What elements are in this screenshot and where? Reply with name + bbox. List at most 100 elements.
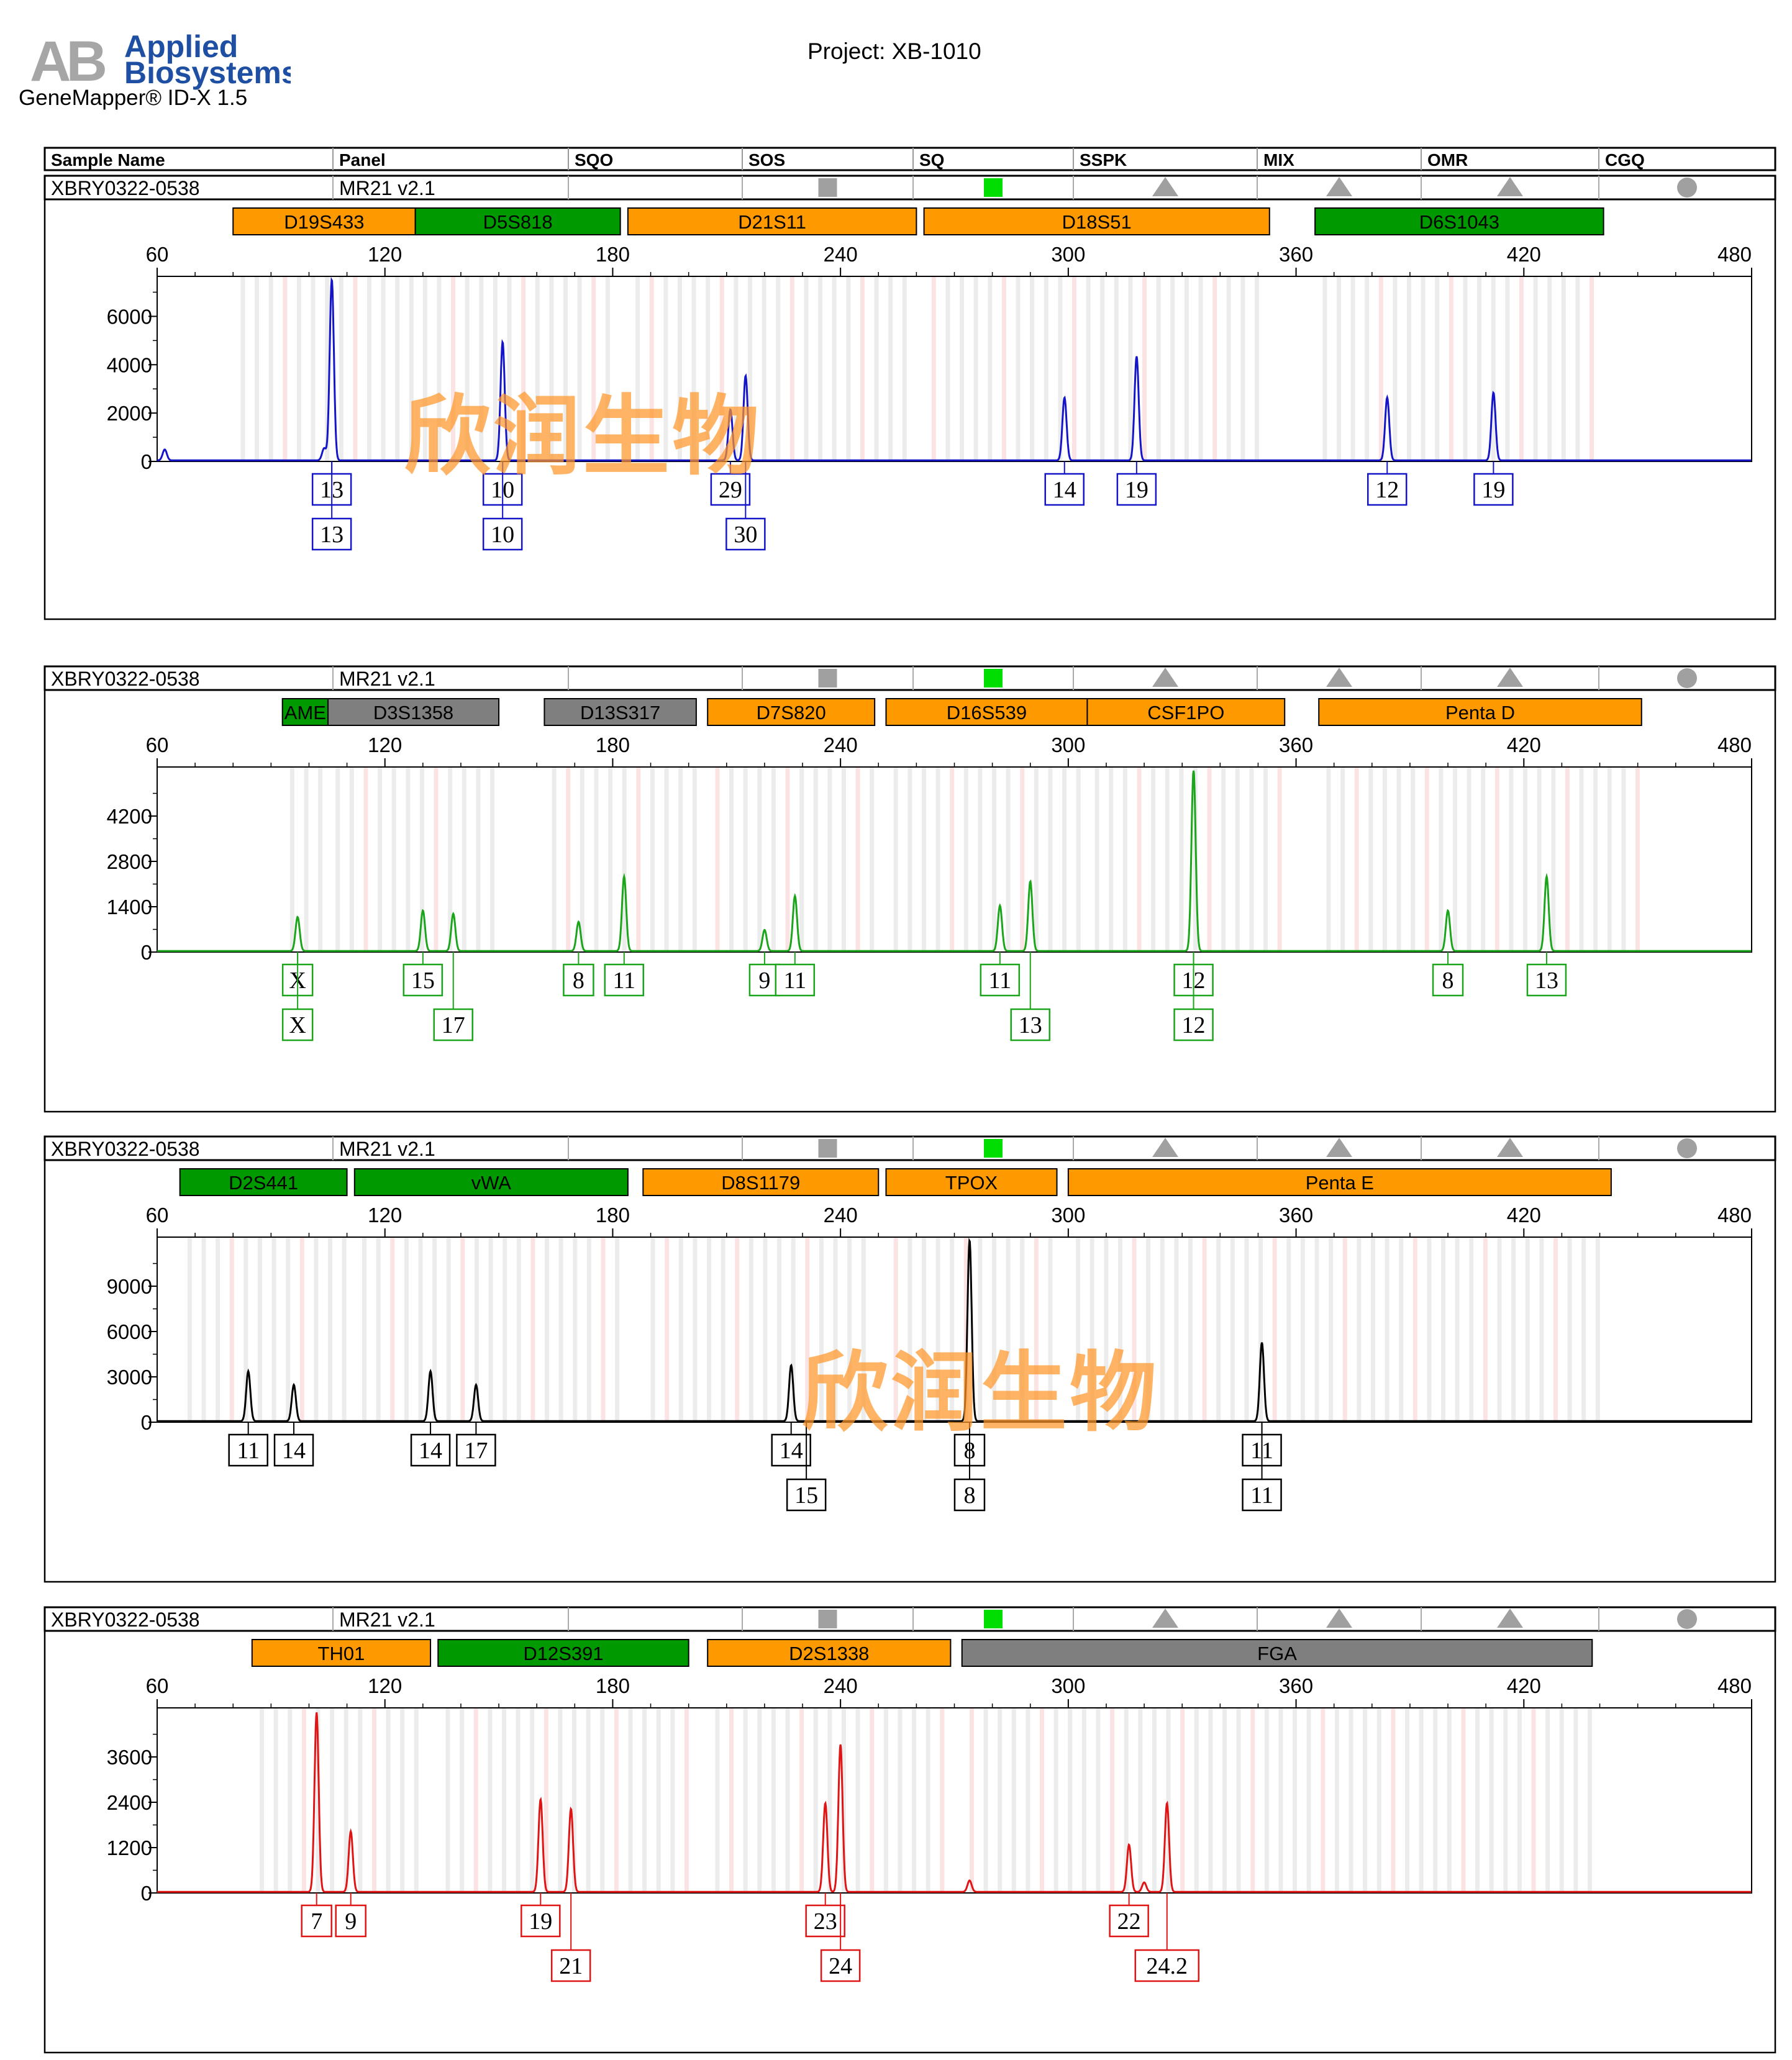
allele-bin	[260, 1708, 265, 1893]
allele-call-box	[550, 1949, 591, 1982]
allele-bin	[1537, 767, 1542, 952]
allele-bin	[437, 276, 442, 461]
allele-bin	[855, 1708, 860, 1893]
allele-bin	[992, 1237, 997, 1422]
allele-bin	[1188, 1237, 1193, 1422]
allele-bin	[1565, 767, 1570, 952]
allele-bin	[1573, 1708, 1578, 1893]
x-tick-label: 240	[824, 243, 858, 266]
allele-bin	[286, 1237, 291, 1422]
allele-bin	[1336, 276, 1341, 461]
marker-d3s1358	[327, 698, 500, 726]
allele-call-box	[1010, 1008, 1050, 1041]
dye-panel-blue: XBRY0322-0538 MR21 v2.1 D19S433 D5S818 D21S1…	[43, 175, 1776, 620]
marker-d18s51	[923, 207, 1270, 235]
allele-bin	[1081, 1708, 1086, 1893]
allele-bin	[684, 1708, 689, 1893]
allele-bin	[432, 1237, 437, 1422]
trace-line-green	[157, 770, 1752, 952]
allele-bin	[1503, 1708, 1508, 1893]
allele-bin	[1505, 276, 1510, 461]
allele-bin	[318, 767, 323, 952]
x-tick-label: 120	[368, 1204, 402, 1227]
allele-bin	[358, 1708, 363, 1893]
allele-bin	[349, 767, 354, 952]
allele-bin	[1407, 276, 1412, 461]
allele-bin	[1435, 276, 1440, 461]
allele-bin	[721, 1237, 725, 1422]
allele-bin	[1240, 276, 1245, 461]
allele-bin	[921, 767, 926, 952]
allele-bin	[719, 276, 724, 461]
allele-call-label: 21	[559, 1953, 583, 1979]
allele-bin	[1258, 1237, 1263, 1422]
marker-vwa	[353, 1168, 629, 1196]
allele-bin	[893, 1237, 898, 1422]
column-header-sq: SQ	[919, 150, 944, 170]
allele-bin	[1062, 767, 1067, 952]
y-tick-label: 9000	[107, 1275, 152, 1298]
allele-bin	[1020, 767, 1025, 952]
allele-call-box	[482, 517, 523, 551]
allele-bin	[572, 1708, 577, 1893]
allele-bin	[1382, 767, 1387, 952]
marker-tpox	[885, 1168, 1058, 1196]
allele-bin	[1137, 767, 1142, 952]
allele-bin	[1463, 276, 1468, 461]
allele-bin	[1547, 276, 1552, 461]
allele-bin	[860, 276, 865, 461]
allele-bin	[503, 1237, 507, 1422]
allele-call-box	[953, 1478, 986, 1512]
allele-bin	[1525, 1237, 1530, 1422]
quality-flag-sos	[818, 178, 837, 197]
allele-bin	[785, 767, 790, 952]
allele-bin	[404, 1237, 409, 1422]
column-header-sqo: SQO	[575, 150, 613, 170]
allele-bin	[1138, 1708, 1143, 1893]
allele-bin	[1511, 1237, 1516, 1422]
allele-bin	[376, 1237, 381, 1422]
allele-bin	[362, 1237, 367, 1422]
allele-bin	[945, 276, 950, 461]
x-tick-label: 180	[596, 733, 630, 756]
allele-bin	[1048, 1237, 1053, 1422]
allele-bin	[1128, 276, 1133, 461]
allele-bin	[907, 1237, 912, 1422]
allele-bin	[558, 1237, 563, 1422]
allele-bin	[791, 1237, 796, 1422]
allele-bin	[445, 1708, 450, 1893]
x-tick-label: 420	[1507, 243, 1541, 266]
allele-bin	[342, 1237, 347, 1422]
allele-bin	[240, 276, 245, 461]
allele-bin	[1006, 767, 1011, 952]
allele-bin	[530, 1708, 535, 1893]
allele-bin	[678, 767, 683, 952]
allele-bin	[907, 767, 912, 952]
allele-bin	[1226, 276, 1231, 461]
allele-call-label: 29	[719, 477, 742, 503]
allele-bin	[296, 276, 301, 461]
x-tick-label: 300	[1051, 243, 1085, 266]
allele-call-box	[433, 1008, 473, 1041]
allele-call-label: 8	[963, 1482, 975, 1509]
allele-bin	[530, 1237, 535, 1422]
allele-bin	[409, 276, 414, 461]
allele-bin	[1142, 276, 1147, 461]
allele-bin	[804, 276, 809, 461]
allele-bin	[691, 276, 696, 461]
allele-call-box	[1116, 473, 1157, 506]
allele-bin	[707, 1237, 712, 1422]
allele-bin	[1593, 767, 1598, 952]
allele-bin	[1587, 1708, 1592, 1893]
allele-bin	[715, 767, 720, 952]
quality-flag-sos	[818, 669, 837, 687]
allele-bin	[474, 1237, 479, 1422]
allele-bin	[1166, 1708, 1171, 1893]
allele-bin	[1086, 276, 1091, 461]
allele-bin	[940, 1708, 945, 1893]
y-tick-label: 4000	[107, 353, 152, 376]
allele-bin	[339, 276, 343, 461]
allele-bin	[1216, 1237, 1221, 1422]
allele-bin	[558, 1708, 563, 1893]
